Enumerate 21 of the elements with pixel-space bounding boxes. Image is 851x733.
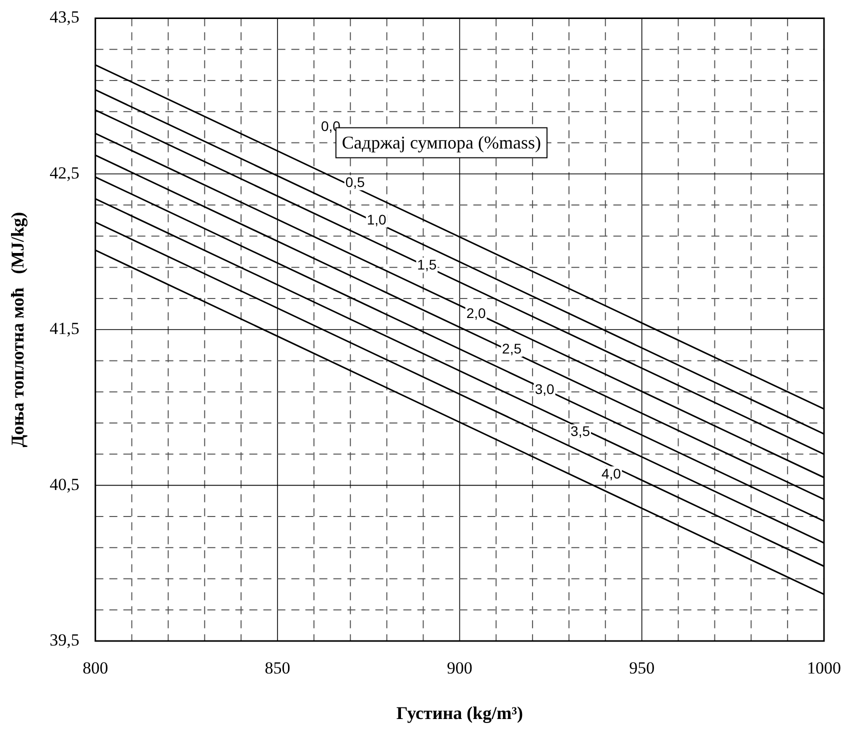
annotation: 2,0: [466, 304, 486, 321]
annotation: 3,0: [534, 381, 555, 398]
annotation: 1,0: [366, 211, 387, 228]
y-tick-label: 43,5: [50, 8, 80, 27]
x-tick-label: 800: [82, 658, 108, 678]
legend-title: Садржај сумпора (%mass): [342, 132, 542, 152]
annotation: 1,5: [417, 256, 437, 273]
x-tick-label: 850: [264, 658, 290, 678]
x-tick-label: 950: [629, 658, 655, 678]
y-tick-label: 40,5: [50, 474, 80, 494]
x-tick-label: 900: [446, 658, 472, 678]
x-axis-title: Густина (kg/m³): [396, 702, 524, 723]
y-tick-label: 39,5: [50, 630, 80, 650]
annotation: 2,5: [502, 340, 522, 357]
annotation: 4,0: [602, 465, 622, 482]
y-tick-label: 42,5: [50, 163, 80, 182]
annotation: 3,5: [570, 423, 590, 440]
x-tick-label: 1000: [807, 658, 841, 678]
y-axis-title: Доња топлотна моћ (MJ/kg): [7, 212, 28, 448]
y-tick-label: 41,5: [50, 319, 80, 338]
annotation: 0,5: [345, 174, 366, 190]
